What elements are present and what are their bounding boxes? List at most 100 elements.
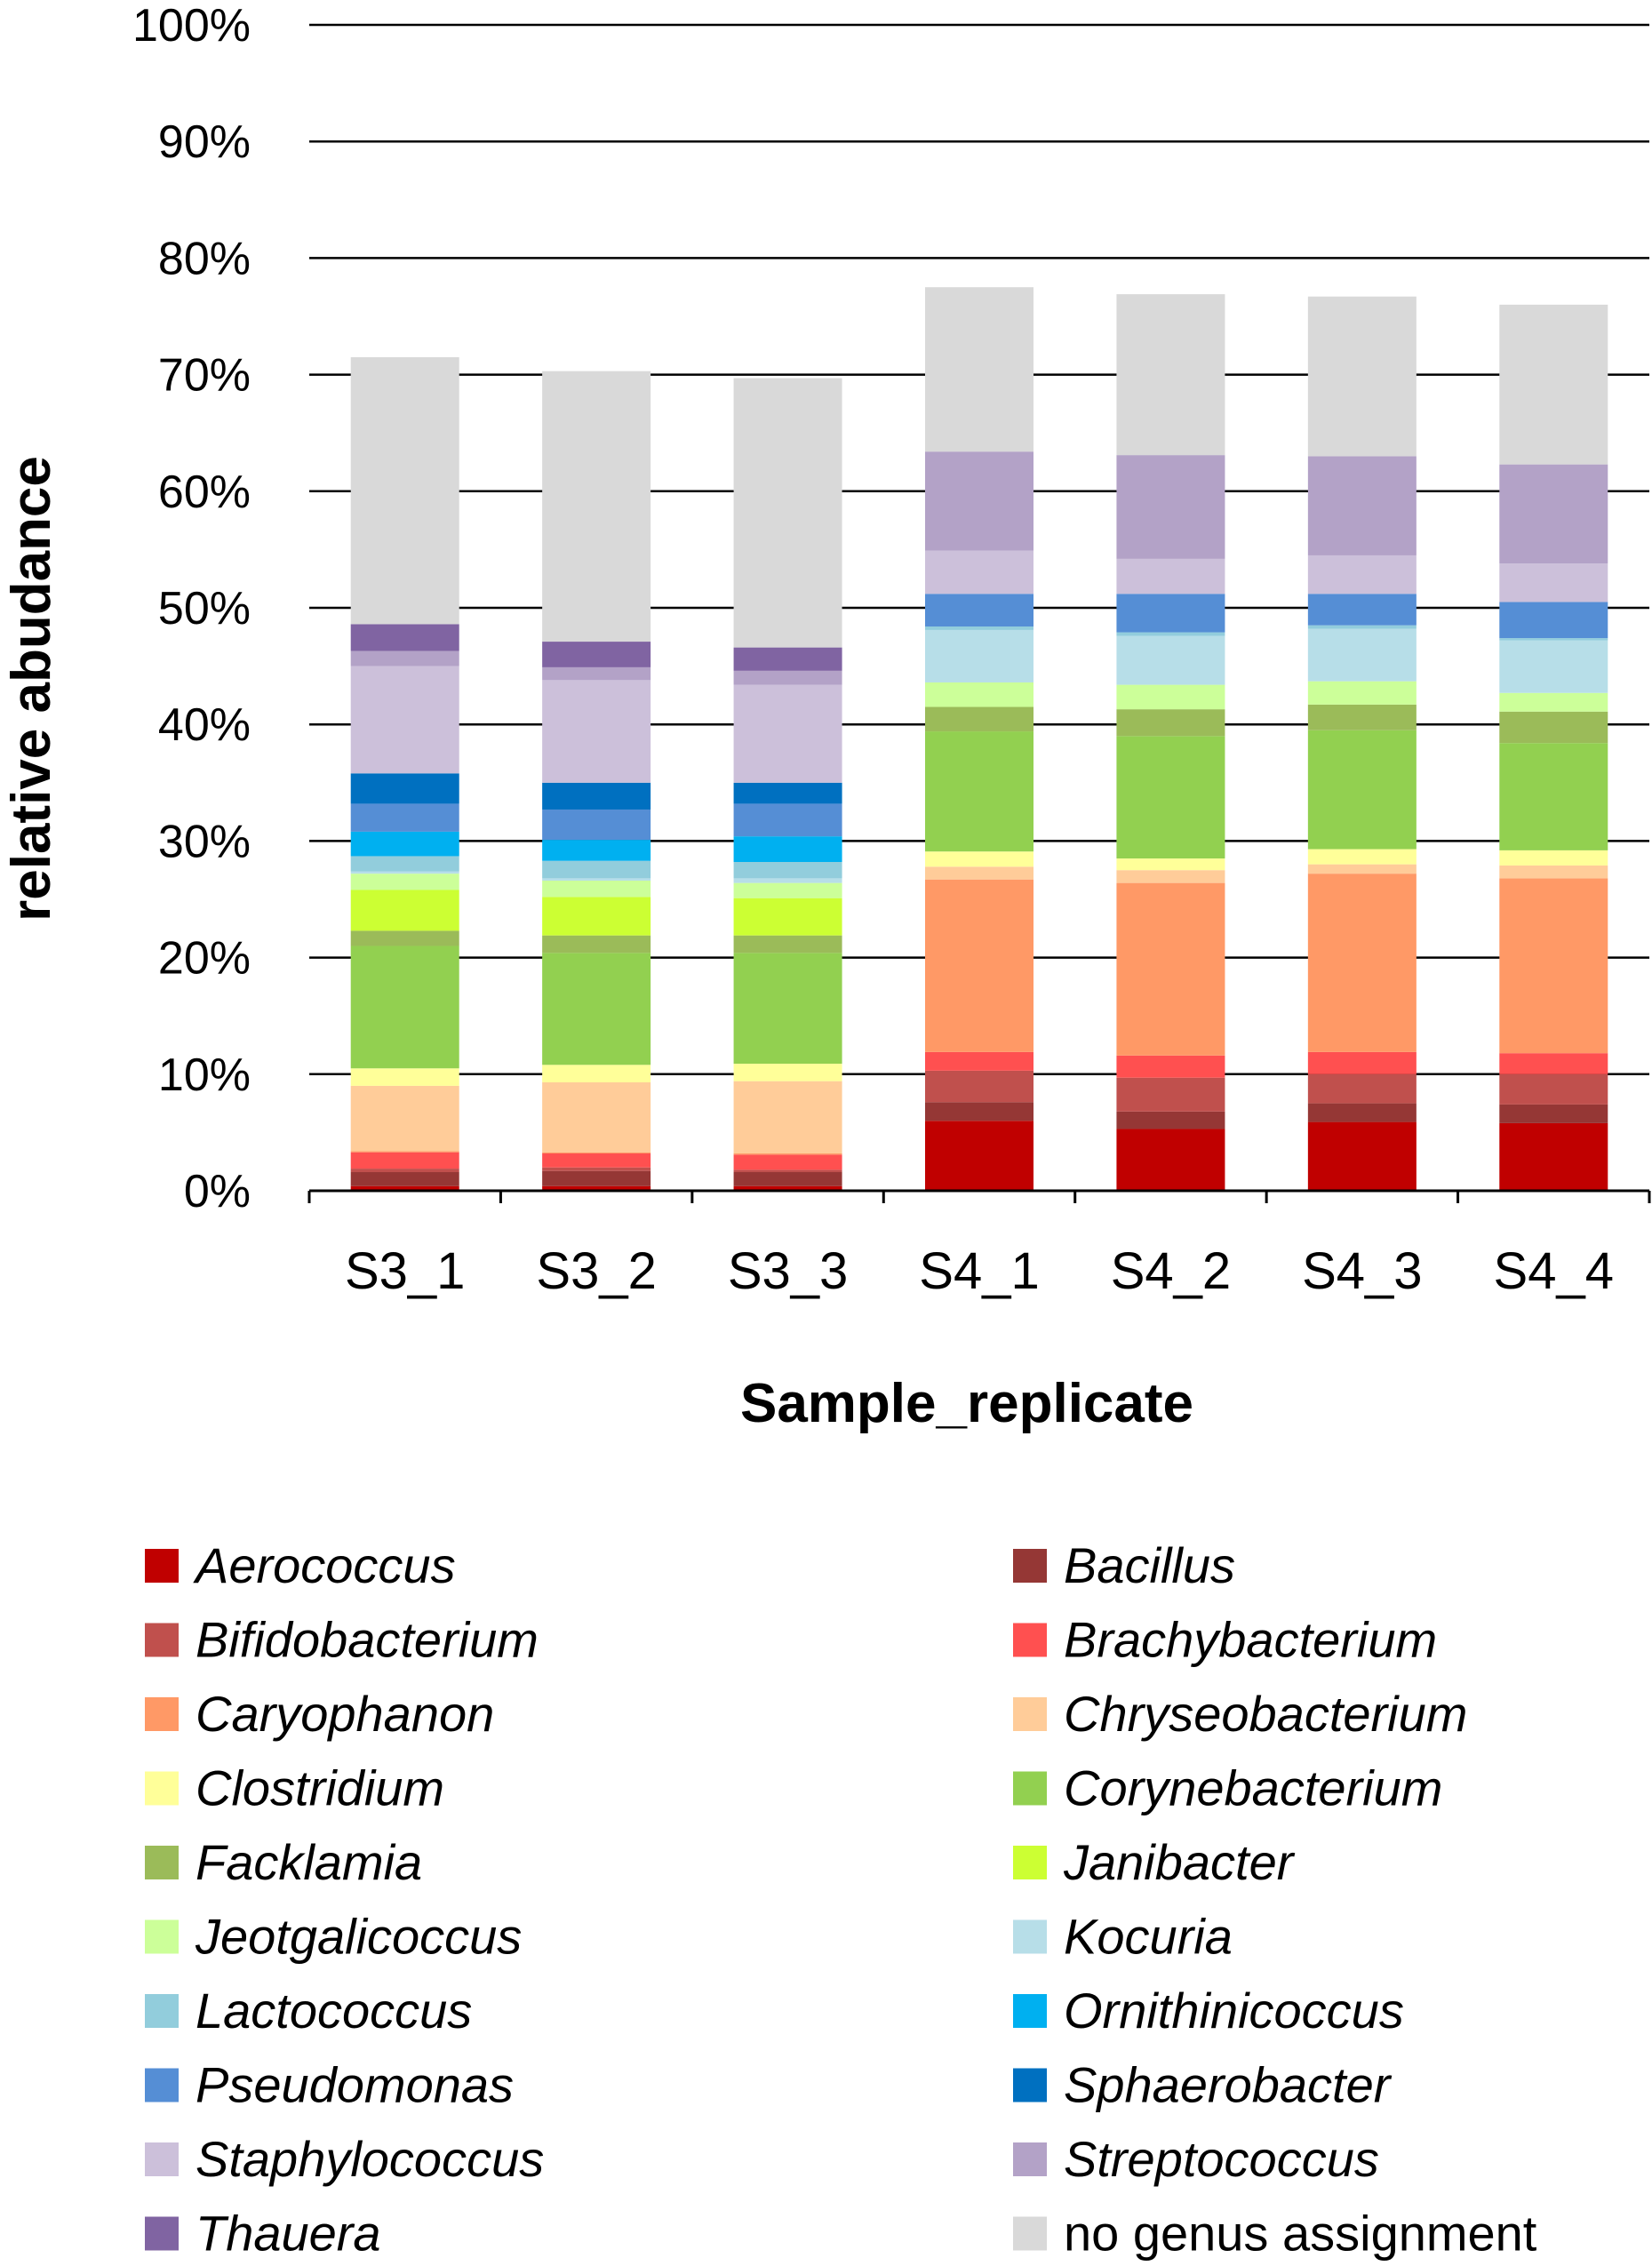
bar-segment-corynebacterium (733, 953, 842, 1064)
bar-segment-pseudomonas (1116, 594, 1225, 633)
bar-segment-corynebacterium (350, 945, 459, 1069)
legend-item-staphylococcus: Staphylococcus (145, 2131, 544, 2187)
bar-segment-jeotgalicoccus (1499, 692, 1608, 712)
legend-item-caryophanon: Caryophanon (145, 1686, 494, 1742)
legend-item-janibacter: Janibacter (1013, 1834, 1296, 1890)
bar-stack-s4_4 (1499, 304, 1608, 1191)
legend-swatch (145, 1846, 179, 1879)
bar-segment-streptococcus (542, 666, 651, 681)
legend-label: Pseudomonas (196, 2057, 514, 2113)
legend-label: Caryophanon (196, 1686, 494, 1742)
bar-segment-kocuria (925, 629, 1033, 682)
bar-segment-facklamia (1116, 709, 1225, 737)
bar-segment-chryseobacterium (350, 1085, 459, 1152)
bar-segment-aerococcus (1307, 1121, 1417, 1191)
bar-segment-facklamia (733, 935, 842, 953)
bar-segment-brachybacterium (925, 1051, 1033, 1071)
bar-stack-s3_1 (350, 356, 459, 1191)
y-tick-label: 90% (158, 116, 251, 168)
x-axis (307, 1189, 1651, 1203)
bar-segment-sphaerobacter (542, 782, 651, 810)
bar-segment-bifidobacterium (542, 1167, 651, 1171)
x-tick-label: S4_1 (919, 1242, 1039, 1300)
bar-segment-chryseobacterium (1499, 865, 1608, 879)
x-tick-label: S4_2 (1111, 1242, 1231, 1300)
legend-item-clostridium: Clostridium (145, 1760, 444, 1816)
bar-segment-facklamia (1499, 711, 1608, 744)
legend-swatch (1013, 1623, 1047, 1657)
y-axis-title: relative abudance (1, 456, 62, 922)
bar-segment-bifidobacterium (733, 1169, 842, 1173)
y-tick-label: 0% (184, 1166, 251, 1217)
legend-swatch (1013, 2216, 1047, 2251)
legend-label: Kocuria (1064, 1909, 1233, 1965)
bar-segment-pseudomonas (350, 803, 459, 832)
bar-segment-no-genus-assignment (350, 356, 459, 625)
legend: Aerococcus Bacillus Bifidobacterium Brachyb… (145, 1537, 1537, 2262)
legend-item-thauera: Thauera (145, 2206, 381, 2262)
bar-segment-aerococcus (733, 1185, 842, 1191)
legend-label: Jeotgalicoccus (195, 1909, 522, 1965)
legend-item-chryseobacterium: Chryseobacterium (1013, 1686, 1467, 1742)
bar-segment-lactococcus (350, 856, 459, 872)
bar-segment-no-genus-assignment (1499, 304, 1608, 465)
y-tick-label: 100% (132, 0, 251, 52)
legend-swatch (145, 1697, 179, 1731)
bar-segment-lactococcus (925, 626, 1033, 630)
legend-item-corynebacterium: Corynebacterium (1013, 1760, 1442, 1816)
legend-item-pseudomonas: Pseudomonas (145, 2057, 514, 2113)
bar-segment-streptococcus (1307, 456, 1417, 555)
bar-segment-bacillus (350, 1172, 459, 1186)
bar-segment-lactococcus (1499, 638, 1608, 641)
legend-item-bacillus: Bacillus (1013, 1537, 1235, 1593)
bar-segment-bifidobacterium (1499, 1073, 1608, 1105)
bar-segment-facklamia (1307, 704, 1417, 730)
bar-segment-janibacter (350, 890, 459, 931)
bar-segment-thauera (350, 624, 459, 651)
bar-segment-bacillus (925, 1102, 1033, 1121)
bar-segment-caryophanon (350, 1151, 459, 1153)
bar-segment-kocuria (542, 878, 651, 882)
bar-segment-pseudomonas (733, 803, 842, 837)
bar-segment-caryophanon (733, 1153, 842, 1155)
bar-segment-ornithinicoccus (542, 840, 651, 861)
bar-segment-clostridium (542, 1065, 651, 1082)
bar-segment-chryseobacterium (1116, 870, 1225, 883)
bar-segment-chryseobacterium (925, 866, 1033, 880)
bar-segment-thauera (733, 647, 842, 671)
legend-swatch (145, 1919, 179, 1954)
bar-segment-kocuria (1116, 635, 1225, 685)
y-tick-label: 50% (158, 583, 251, 634)
legend-label: Chryseobacterium (1064, 1686, 1467, 1742)
bar-segment-aerococcus (925, 1121, 1033, 1191)
legend-label: Janibacter (1063, 1834, 1296, 1890)
bar-segment-bacillus (733, 1172, 842, 1186)
legend-swatch (1013, 1549, 1047, 1583)
legend-item-bifidobacterium: Bifidobacterium (145, 1612, 539, 1668)
bar-segment-caryophanon (1307, 874, 1417, 1052)
bar-segment-kocuria (1307, 628, 1417, 682)
bar-segment-clostridium (925, 851, 1033, 867)
bar-segment-bifidobacterium (925, 1070, 1033, 1103)
bar-segment-staphylococcus (925, 550, 1033, 594)
bar-segment-brachybacterium (1307, 1051, 1417, 1074)
legend-swatch (145, 1549, 179, 1583)
bar-segment-bacillus (1307, 1103, 1417, 1122)
bar-segment-no-genus-assignment (542, 371, 651, 642)
bar-segment-pseudomonas (1307, 594, 1417, 626)
legend-label: Brachybacterium (1064, 1612, 1437, 1668)
bar-segment-staphylococcus (350, 666, 459, 774)
legend-swatch (1013, 1846, 1047, 1879)
legend-item-sphaerobacter: Sphaerobacter (1013, 2057, 1393, 2113)
bar-segment-jeotgalicoccus (1116, 684, 1225, 710)
legend-swatch (1013, 1697, 1047, 1731)
bar-segment-bifidobacterium (350, 1169, 459, 1173)
bar-segment-streptococcus (925, 451, 1033, 551)
legend-swatch (1013, 2142, 1047, 2176)
legend-swatch (145, 1994, 179, 2028)
legend-item-no-genus-assignment: no genus assignment (1013, 2206, 1537, 2262)
x-tick-label: S4_4 (1494, 1242, 1614, 1300)
legend-item-jeotgalicoccus: Jeotgalicoccus (145, 1909, 522, 1965)
legend-swatch (145, 2068, 179, 2102)
legend-label: no genus assignment (1064, 2206, 1537, 2262)
